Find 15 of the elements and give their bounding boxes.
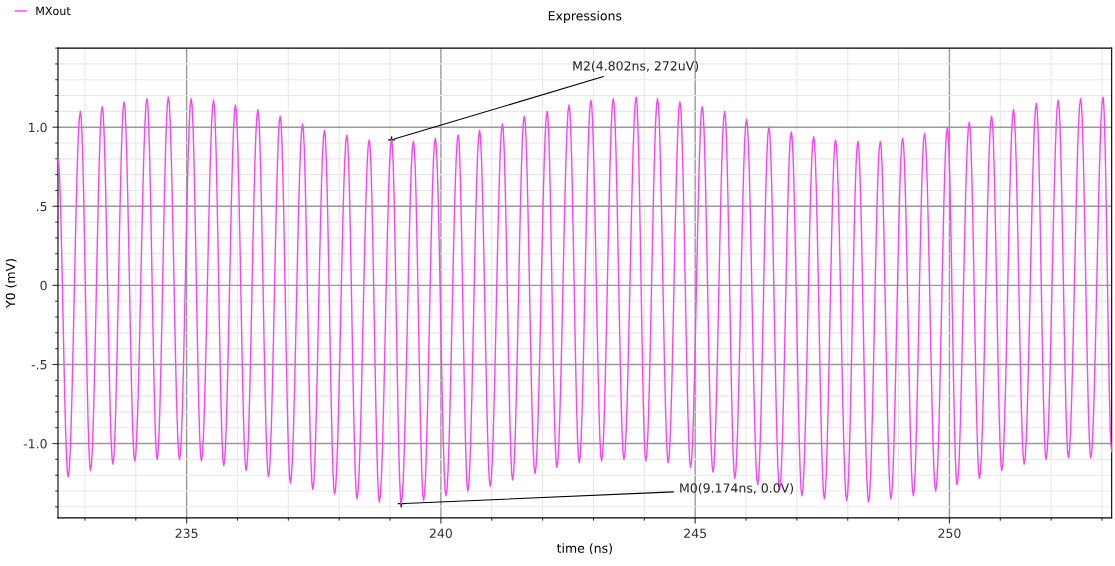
y-tick-label: -1.0 xyxy=(23,439,47,449)
y-tick-label: .5 xyxy=(36,201,47,212)
y-tick-label: 0 xyxy=(40,280,47,291)
annotation: M2(4.802ns, 272uV) xyxy=(573,60,699,73)
x-axis-title: time (ns) xyxy=(556,543,612,555)
y-axis-title: Y0 (mV) xyxy=(5,259,17,309)
x-tick-label: 245 xyxy=(684,528,707,538)
y-tick-label: 1.0 xyxy=(29,122,47,133)
x-tick-label: 235 xyxy=(175,528,198,538)
x-tick-label: 240 xyxy=(429,528,452,538)
x-tick-label: 250 xyxy=(938,528,961,538)
legend-label: MXout xyxy=(36,6,71,16)
annotation: M0(9.174ns, 0.0V) xyxy=(680,483,794,495)
y-tick-label: -.5 xyxy=(31,360,47,370)
chart-title: Expressions xyxy=(548,10,622,23)
